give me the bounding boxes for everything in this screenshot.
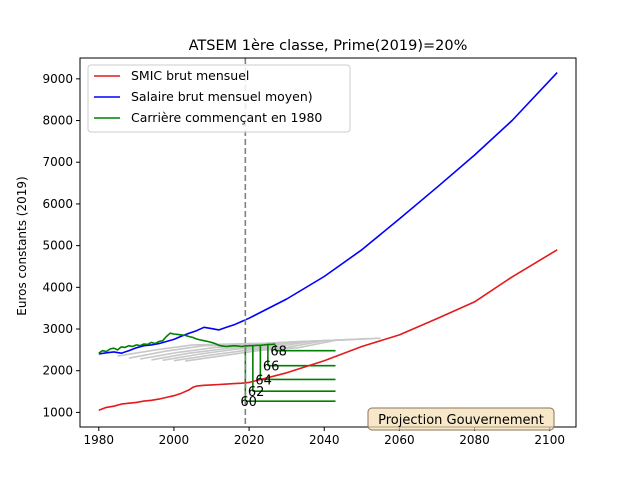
projection-box: Projection Gouvernement	[367, 407, 555, 431]
age-label-62: 62	[248, 385, 265, 400]
x-tick-label-2080: 2080	[459, 433, 490, 447]
y-tick-label-3000: 3000	[42, 322, 73, 336]
chart-title: ATSEM 1ère classe, Prime(2019)=20%	[189, 38, 468, 54]
y-tick-label-6000: 6000	[42, 197, 73, 211]
legend-label-carriere: Carrière commençant en 1980	[131, 110, 322, 125]
projection-box-frame	[367, 407, 555, 431]
gray-career-line-6	[185, 337, 381, 362]
x-tick-label-1980: 1980	[84, 433, 115, 447]
age-label-60: 60	[240, 395, 257, 410]
y-tick-label-4000: 4000	[42, 280, 73, 294]
projection-box-text: Projection Gouvernement	[378, 413, 544, 428]
y-tick-label-8000: 8000	[42, 114, 73, 128]
x-tick-label-2020: 2020	[234, 433, 265, 447]
series-line-salaire	[98, 72, 558, 355]
y-tick-label-1000: 1000	[42, 405, 73, 419]
y-tick-label-9000: 9000	[42, 72, 73, 86]
age-label-64: 64	[255, 373, 272, 388]
x-tick-label-2060: 2060	[384, 433, 415, 447]
age-label-68: 68	[270, 345, 287, 360]
x-tick-label-2000: 2000	[159, 433, 190, 447]
plot-frame	[79, 57, 577, 428]
legend-label-smic: SMIC brut mensuel	[131, 68, 249, 83]
y-axis-label: Euros constants (2019)	[15, 176, 29, 315]
y-tick-label-7000: 7000	[42, 155, 73, 169]
x-tick-label-2100: 2100	[534, 433, 565, 447]
legend-label-salaire: Salaire brut mensuel moyen)	[131, 89, 313, 104]
legend: SMIC brut mensuel Salaire brut mensuel m…	[87, 64, 351, 133]
age-label-66: 66	[263, 360, 280, 375]
x-tick-label-2040: 2040	[309, 433, 340, 447]
y-tick-label-2000: 2000	[42, 364, 73, 378]
axes: 1980 2000 2020 2040 2060 2080 2100 1000 2000 3000…	[42, 72, 565, 447]
series-line-smic	[98, 249, 558, 412]
legend-frame	[87, 64, 351, 133]
y-tick-label-5000: 5000	[42, 239, 73, 253]
